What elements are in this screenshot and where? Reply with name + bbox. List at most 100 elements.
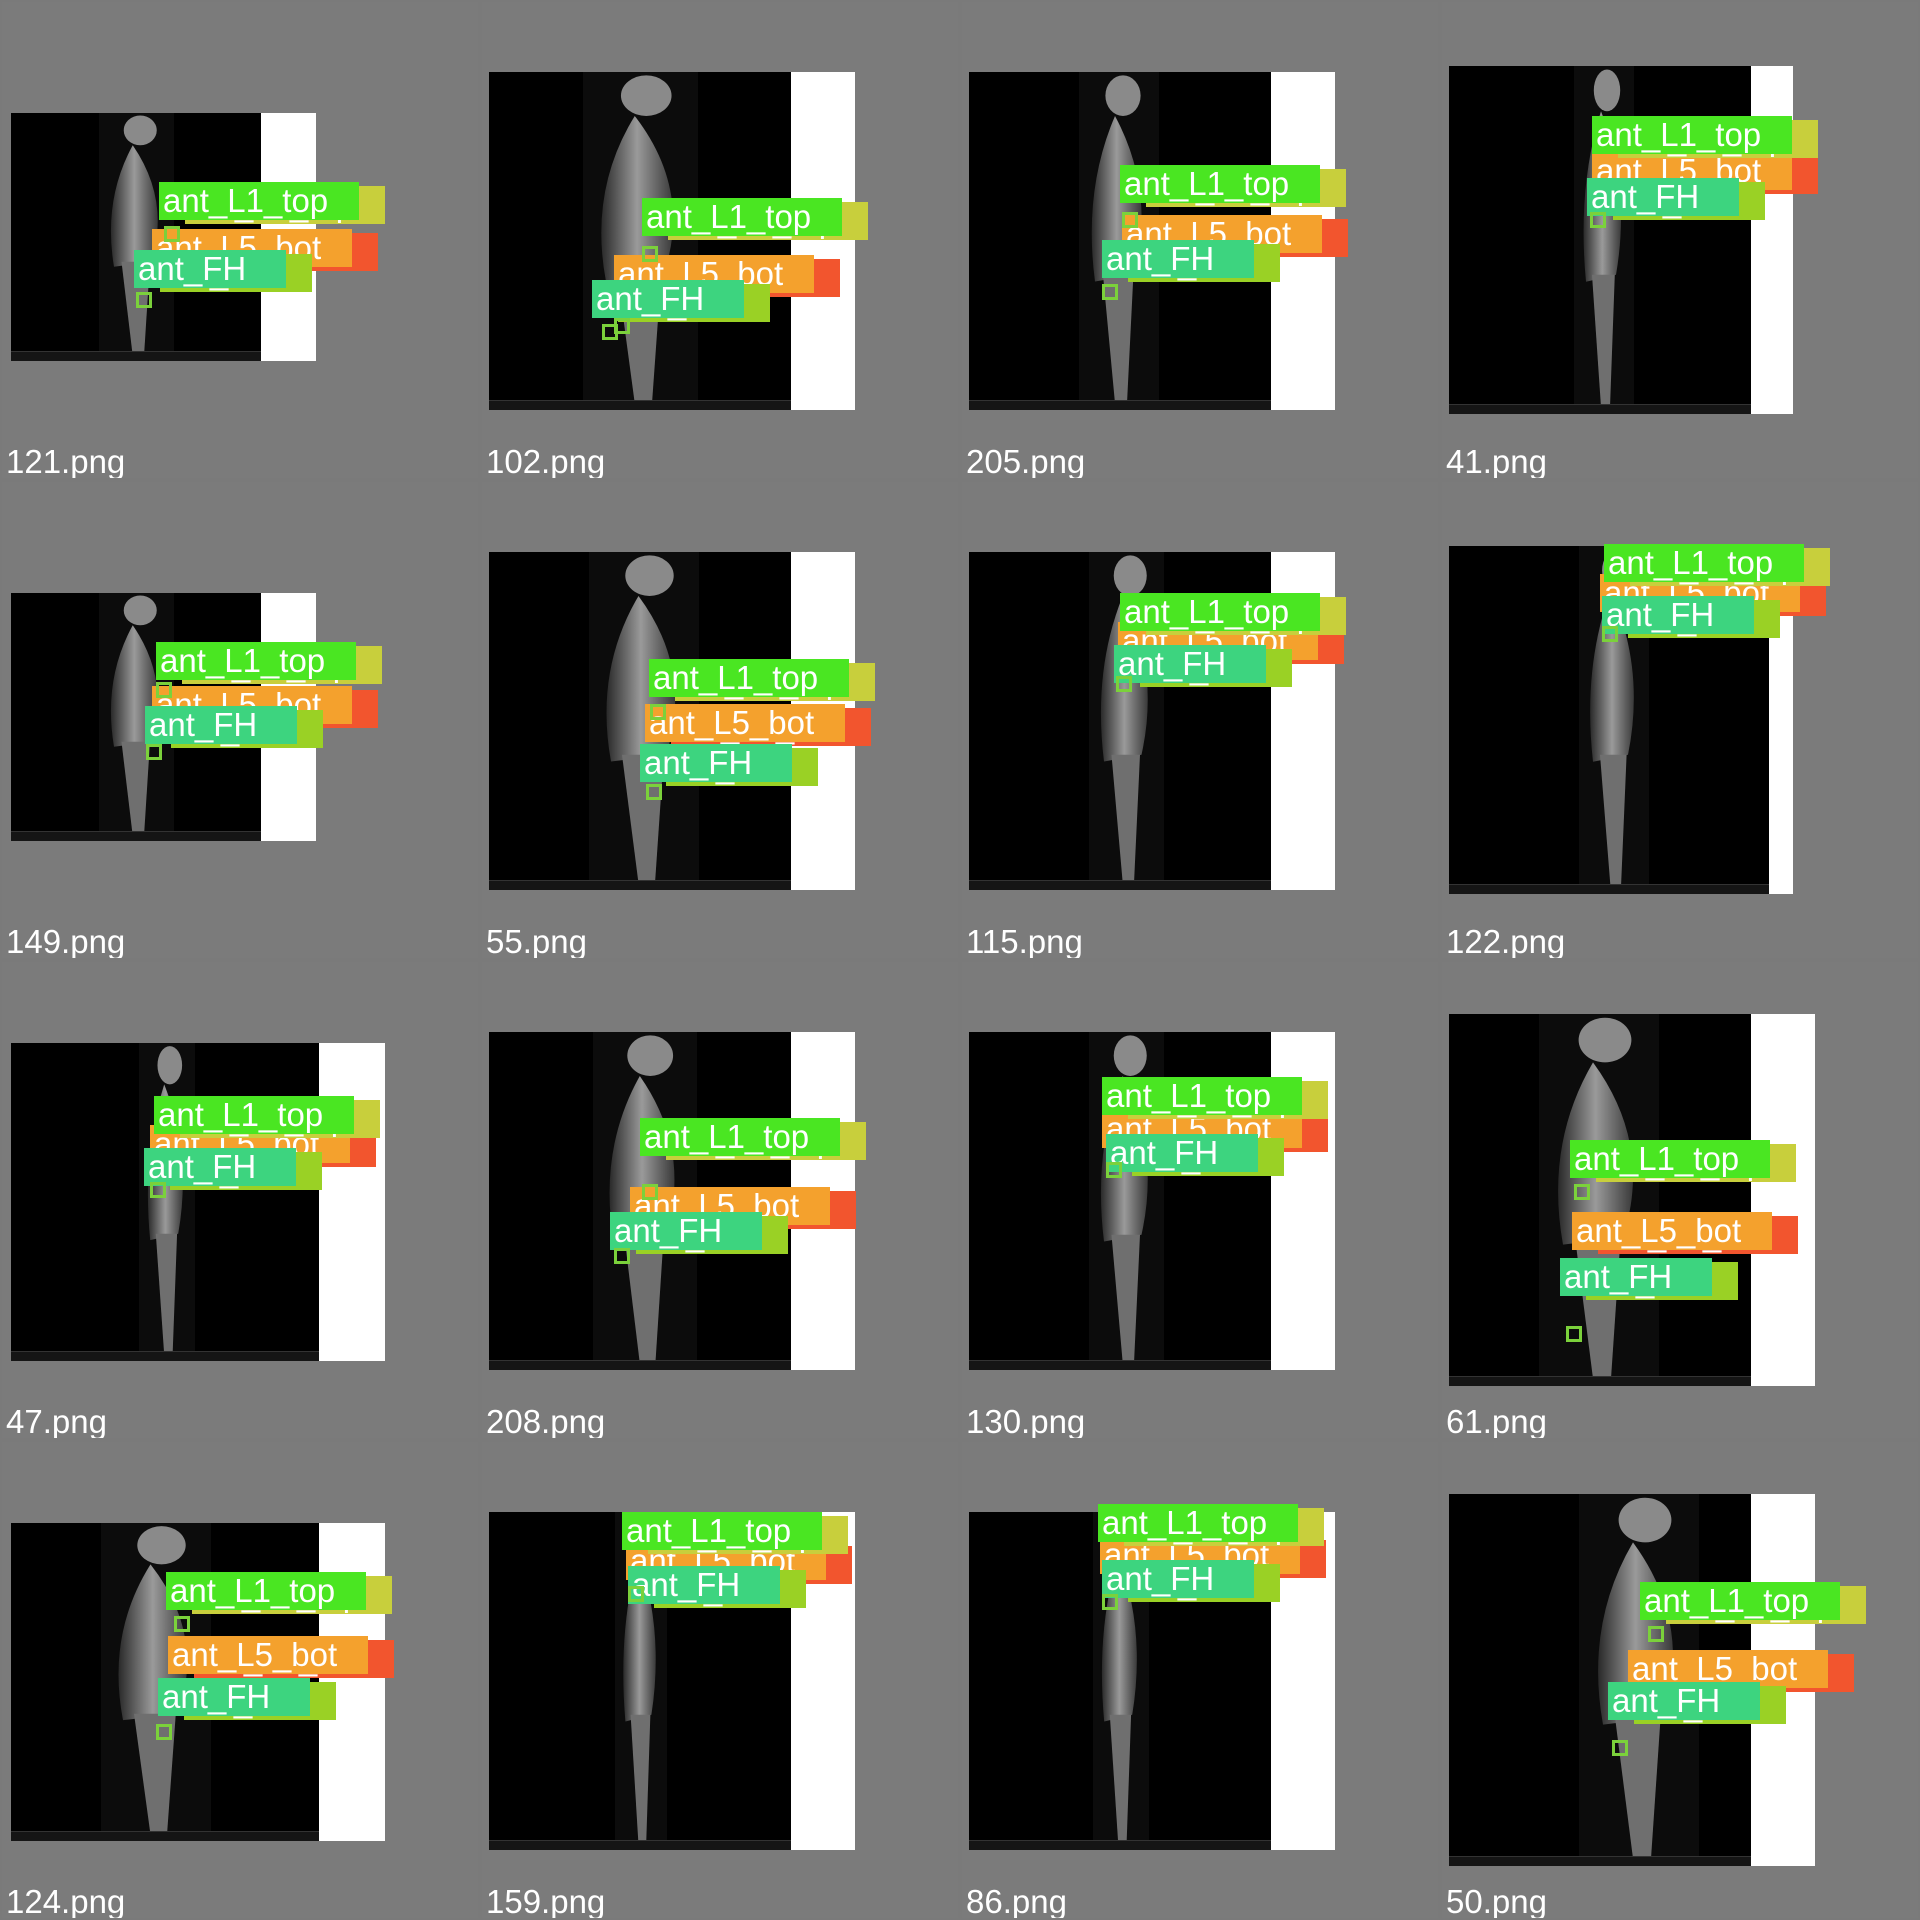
label-ant-fh: ant_FH <box>1106 1134 1258 1172</box>
image-tile[interactable]: ant_L5_botant_L5_botant_L1_topant_L1_top… <box>2 1442 478 1918</box>
label-ant-l1-top: ant_L1_top <box>1098 1504 1298 1542</box>
image-tile[interactable]: ant_L5_botant_L5_botant_L1_topant_L1_top… <box>482 1442 958 1918</box>
xray-frame <box>1449 1014 1815 1386</box>
filename-label: 122.png <box>1446 923 1566 958</box>
keypoint-box <box>642 1184 658 1200</box>
filename-label: 47.png <box>6 1403 107 1438</box>
viewer-status-bar <box>489 880 791 890</box>
image-tile[interactable]: ant_L5_botant_L5_botant_L1_topant_L1_top… <box>482 962 958 1438</box>
label-ant-l1-top: ant_L1_top <box>1102 1077 1302 1115</box>
label-ant-l1-top: ant_L1_top <box>156 642 356 680</box>
label-ant-l1-top: ant_L1_top <box>642 198 842 236</box>
image-tile[interactable]: ant_L5_botant_L5_botant_L1_topant_L1_top… <box>1442 962 1918 1438</box>
keypoint-box <box>156 1724 172 1740</box>
viewer-status-bar <box>11 1831 319 1841</box>
label-ant-l1-top: ant_L1_top <box>1592 116 1792 154</box>
image-tile[interactable]: ant_L5_botant_L5_botant_L1_topant_L1_top… <box>962 962 1438 1438</box>
label-ant-l5-bot: ant_L5_bot <box>645 704 845 742</box>
keypoint-box <box>642 246 658 262</box>
viewer-status-bar <box>11 831 261 841</box>
label-ant-l1-top: ant_L1_top <box>640 1118 840 1156</box>
keypoint-box <box>1612 1740 1628 1756</box>
label-ant-fh: ant_FH <box>144 1148 296 1186</box>
image-tile[interactable]: ant_L5_botant_L5_botant_L1_topant_L1_top… <box>2 2 478 478</box>
image-tile[interactable]: ant_L5_botant_L5_botant_L1_topant_L1_top… <box>1442 1442 1918 1918</box>
keypoint-box <box>164 226 180 242</box>
filename-label: 50.png <box>1446 1883 1547 1918</box>
white-padding <box>791 72 855 410</box>
viewer-status-bar <box>489 400 791 410</box>
filename-label: 115.png <box>966 923 1083 958</box>
viewer-status-bar <box>11 1351 319 1361</box>
filename-label: 102.png <box>486 443 606 478</box>
keypoint-box <box>1602 626 1618 642</box>
image-tile[interactable]: ant_L5_botant_L5_botant_L1_topant_L1_top… <box>1442 2 1918 478</box>
filename-label: 121.png <box>6 443 126 478</box>
viewer-status-bar <box>1449 404 1751 414</box>
xray-image <box>593 1032 697 1370</box>
xray-frame <box>11 1043 385 1361</box>
viewer-status-bar <box>969 1360 1271 1370</box>
filename-label: 205.png <box>966 443 1086 478</box>
keypoint-box <box>1116 676 1132 692</box>
viewer-status-bar <box>1449 884 1769 894</box>
xray-image <box>139 1043 195 1361</box>
white-padding <box>319 1043 385 1361</box>
filename-label: 41.png <box>1446 443 1547 478</box>
label-ant-l1-top: ant_L1_top <box>1570 1140 1770 1178</box>
keypoint-box <box>1574 1184 1590 1200</box>
label-ant-l1-top: ant_L1_top <box>154 1096 354 1134</box>
viewer-status-bar <box>489 1360 791 1370</box>
white-padding <box>1751 1014 1815 1386</box>
label-ant-fh: ant_FH <box>1114 645 1266 683</box>
image-tile[interactable]: ant_L5_botant_L5_botant_L1_topant_L1_top… <box>962 2 1438 478</box>
viewer-status-bar <box>1449 1856 1751 1866</box>
keypoint-box <box>1106 1162 1122 1178</box>
image-tile[interactable]: ant_L5_botant_L5_botant_L1_topant_L1_top… <box>482 2 958 478</box>
keypoint-box <box>646 784 662 800</box>
image-tile[interactable]: ant_L5_botant_L5_botant_L1_topant_L1_top… <box>482 482 958 958</box>
filename-label: 86.png <box>966 1883 1067 1918</box>
label-ant-l5-bot: ant_L5_bot <box>1572 1212 1772 1250</box>
label-ant-l5-bot: ant_L5_bot <box>1628 1650 1828 1688</box>
label-ant-l1-top: ant_L1_top <box>1604 544 1804 582</box>
label-ant-l1-top: ant_L1_top <box>1120 593 1320 631</box>
keypoint-box <box>650 704 666 720</box>
label-ant-fh: ant_FH <box>158 1678 310 1716</box>
filename-label: 208.png <box>486 1403 606 1438</box>
keypoint-box <box>628 1586 644 1602</box>
label-ant-fh: ant_FH <box>1602 596 1754 634</box>
label-ant-l1-top: ant_L1_top <box>622 1512 822 1550</box>
label-ant-fh: ant_FH <box>628 1566 780 1604</box>
label-ant-fh: ant_FH <box>1102 1560 1254 1598</box>
keypoint-box <box>150 1182 166 1198</box>
viewer-status-bar <box>969 1840 1271 1850</box>
xray-image <box>1539 1014 1659 1386</box>
label-ant-l1-top: ant_L1_top <box>1120 165 1320 203</box>
image-tile[interactable]: ant_L5_botant_L5_botant_L1_topant_L1_top… <box>2 962 478 1438</box>
image-tile[interactable]: ant_L5_botant_L5_botant_L1_topant_L1_top… <box>1442 482 1918 958</box>
keypoint-box <box>614 318 630 334</box>
image-tile[interactable]: ant_L5_botant_L5_botant_L1_topant_L1_top… <box>2 482 478 958</box>
image-tile[interactable]: ant_L5_botant_L5_botant_L1_topant_L1_top… <box>962 482 1438 958</box>
keypoint-box <box>1648 1626 1664 1642</box>
image-tile[interactable]: ant_L5_botant_L5_botant_L1_topant_L1_top… <box>962 1442 1438 1918</box>
keypoint-box <box>1102 284 1118 300</box>
keypoint-box <box>136 292 152 308</box>
keypoint-box <box>1122 212 1138 228</box>
label-ant-fh: ant_FH <box>1608 1682 1760 1720</box>
label-ant-l1-top: ant_L1_top <box>166 1572 366 1610</box>
keypoint-box <box>156 682 172 698</box>
filename-label: 159.png <box>486 1883 606 1918</box>
label-ant-l1-top: ant_L1_top <box>159 182 359 220</box>
keypoint-box <box>174 1616 190 1632</box>
label-ant-fh: ant_FH <box>134 250 286 288</box>
label-ant-fh: ant_FH <box>145 706 297 744</box>
label-ant-fh: ant_FH <box>640 744 792 782</box>
filename-label: 55.png <box>486 923 587 958</box>
label-ant-fh: ant_FH <box>1102 240 1254 278</box>
keypoint-box <box>614 1248 630 1264</box>
label-ant-fh: ant_FH <box>592 280 744 318</box>
filename-label: 149.png <box>6 923 126 958</box>
keypoint-box <box>1566 1326 1582 1342</box>
